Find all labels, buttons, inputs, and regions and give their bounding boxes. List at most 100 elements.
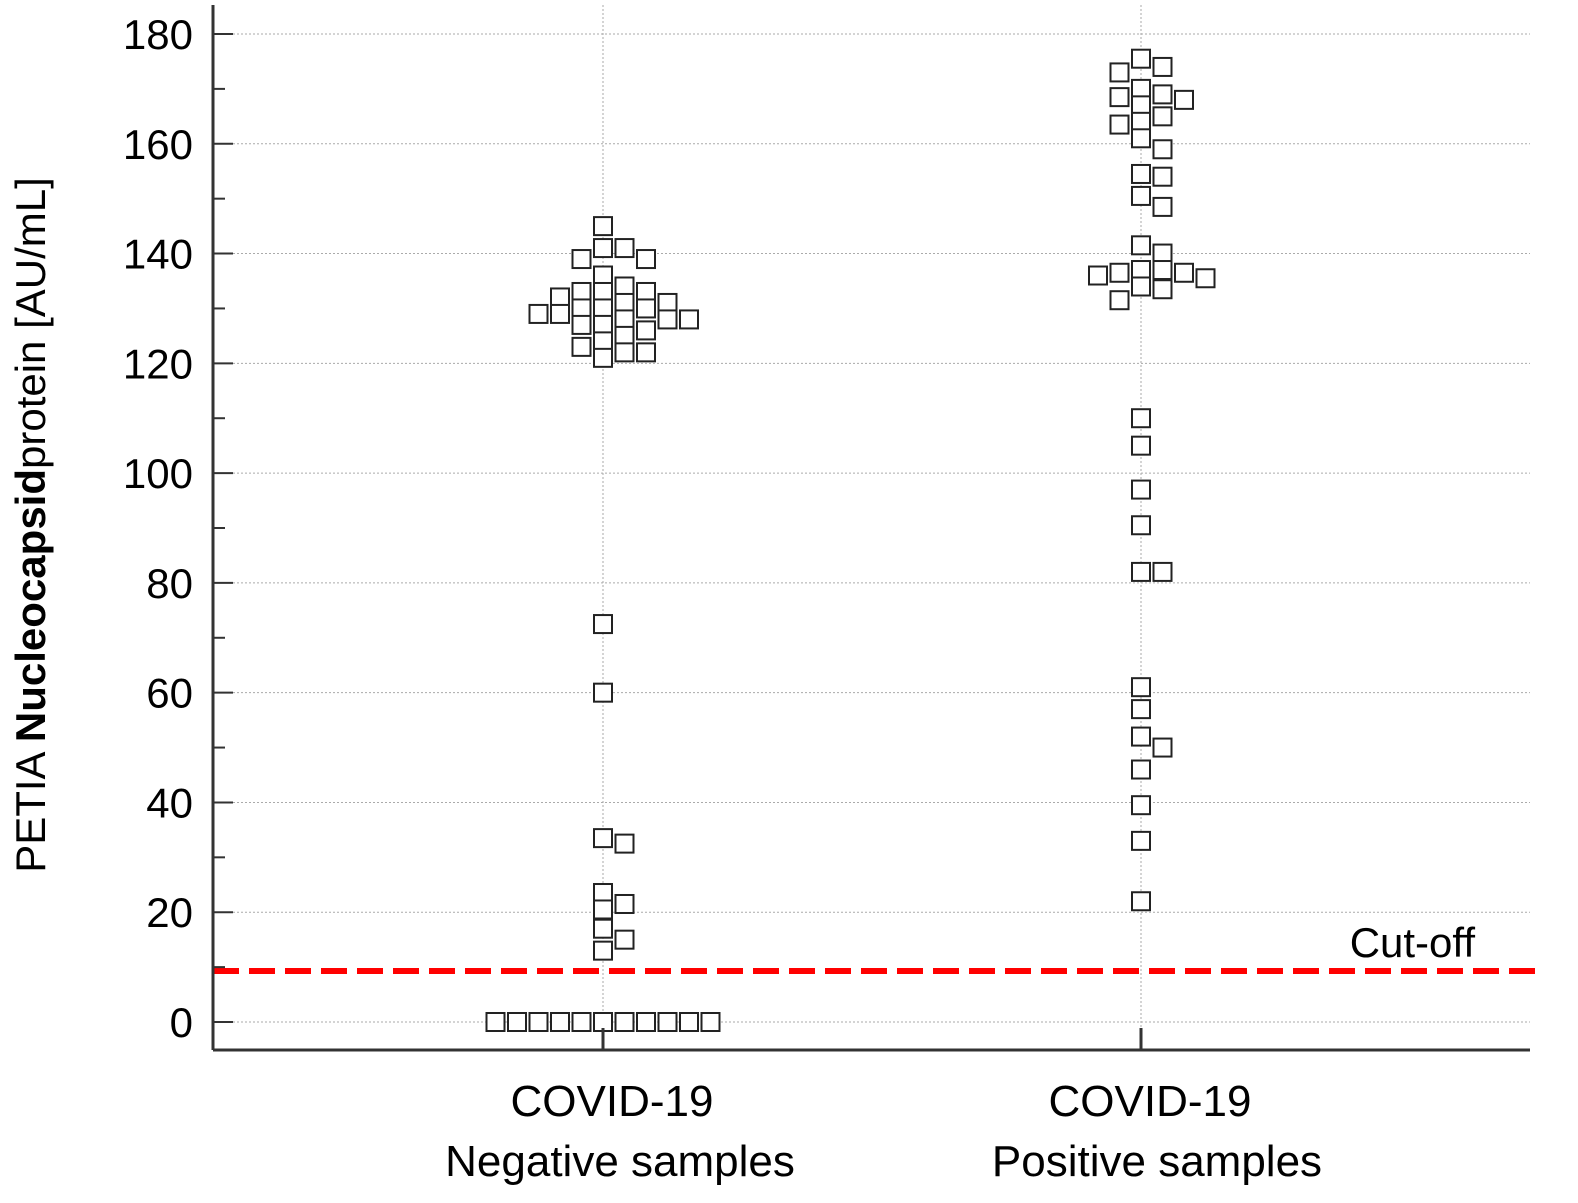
data-point-1-38 xyxy=(1131,759,1151,780)
data-point-1-23 xyxy=(1088,265,1108,286)
data-point-0-34 xyxy=(593,883,613,904)
data-point-0-1 xyxy=(593,238,613,259)
y-tick-label-120: 120 xyxy=(123,340,193,387)
data-point-1-35 xyxy=(1131,699,1151,720)
data-point-0-33 xyxy=(614,833,635,854)
data-point-0-26 xyxy=(571,336,592,357)
data-point-0-2 xyxy=(614,238,635,259)
y-tick-label-80: 80 xyxy=(146,560,193,607)
data-point-0-49 xyxy=(700,1012,721,1032)
data-point-1-37 xyxy=(1152,737,1173,758)
data-point-0-24 xyxy=(614,325,635,346)
data-point-0-35 xyxy=(614,893,635,914)
y-label-part-2: Nucleocapsid xyxy=(7,469,54,742)
data-point-0-41 xyxy=(614,1012,635,1032)
data-point-0-21 xyxy=(593,314,613,335)
data-point-0-47 xyxy=(679,1012,699,1032)
data-point-0-28 xyxy=(636,342,656,363)
data-point-1-13 xyxy=(1131,163,1151,184)
data-point-1-22 xyxy=(1174,262,1194,283)
data-point-0-22 xyxy=(571,314,592,335)
data-point-0-13 xyxy=(593,298,613,319)
data-point-1-11 xyxy=(1131,128,1151,149)
data-point-0-25 xyxy=(593,331,613,352)
data-point-0-31 xyxy=(593,682,613,703)
data-point-1-1 xyxy=(1152,56,1173,77)
data-point-1-28 xyxy=(1131,408,1151,429)
data-point-1-34 xyxy=(1131,677,1151,698)
data-point-0-0 xyxy=(593,216,613,237)
data-point-0-18 xyxy=(614,309,635,330)
data-point-1-24 xyxy=(1195,268,1216,289)
data-point-0-12 xyxy=(657,292,678,313)
x-category-labels: COVID-19 Negative samples COVID-19 Posit… xyxy=(445,1077,1322,1186)
data-point-1-5 xyxy=(1109,87,1130,108)
data-point-1-25 xyxy=(1131,276,1151,297)
data-point-1-6 xyxy=(1174,89,1194,110)
data-point-0-37 xyxy=(593,918,613,939)
grid xyxy=(213,5,1530,1050)
data-point-1-17 xyxy=(1131,235,1151,256)
data-point-0-16 xyxy=(550,303,570,324)
data-point-0-39 xyxy=(593,940,613,961)
data-point-1-19 xyxy=(1131,260,1151,281)
y-label-part-3: protein [AU/mL] xyxy=(7,177,54,469)
data-point-1-2 xyxy=(1109,62,1130,83)
data-point-1-41 xyxy=(1131,891,1151,912)
data-point-0-36 xyxy=(593,899,613,920)
data-point-0-3 xyxy=(571,249,592,270)
data-point-1-32 xyxy=(1131,561,1151,582)
data-point-0-30 xyxy=(593,614,613,635)
cutoff-label: Cut-off xyxy=(1350,919,1476,966)
data-point-0-44 xyxy=(550,1012,570,1032)
x-label-positive-line1: COVID-19 xyxy=(1049,1077,1252,1126)
y-tick-label-20: 20 xyxy=(146,889,193,936)
data-point-1-14 xyxy=(1152,166,1173,187)
y-tick-label-140: 140 xyxy=(123,231,193,278)
data-point-1-7 xyxy=(1131,95,1151,116)
data-point-1-4 xyxy=(1152,84,1173,105)
data-point-1-12 xyxy=(1152,139,1173,160)
data-point-1-18 xyxy=(1152,243,1173,264)
data-point-1-20 xyxy=(1152,260,1173,281)
data-point-0-10 xyxy=(550,287,570,308)
y-tick-label-0: 0 xyxy=(170,999,193,1046)
data-point-0-38 xyxy=(614,929,635,950)
data-point-0-50 xyxy=(485,1012,506,1032)
data-point-1-29 xyxy=(1131,435,1151,456)
data-point-1-31 xyxy=(1131,515,1151,536)
data-point-0-45 xyxy=(657,1012,678,1032)
data-point-1-3 xyxy=(1131,78,1151,99)
data-point-0-19 xyxy=(657,309,678,330)
data-point-0-5 xyxy=(593,265,613,286)
data-point-0-4 xyxy=(636,249,656,270)
data-point-1-0 xyxy=(1131,48,1151,69)
y-tick-label-160: 160 xyxy=(123,121,193,168)
data-point-1-36 xyxy=(1131,726,1151,747)
y-tick-label-180: 180 xyxy=(123,11,193,58)
data-point-0-6 xyxy=(614,276,635,297)
data-point-1-27 xyxy=(1109,290,1130,311)
data-point-0-11 xyxy=(614,292,635,313)
data-point-0-29 xyxy=(593,347,613,368)
data-point-1-15 xyxy=(1131,185,1151,206)
data-point-1-10 xyxy=(1109,114,1130,135)
x-label-negative-line1: COVID-19 xyxy=(511,1077,714,1126)
data-point-1-9 xyxy=(1131,111,1151,132)
y-tick-label-40: 40 xyxy=(146,779,193,826)
x-label-negative-line2: Negative samples xyxy=(445,1137,795,1186)
data-point-0-43 xyxy=(636,1012,656,1032)
y-tick-label-60: 60 xyxy=(146,670,193,717)
data-point-1-21 xyxy=(1109,262,1130,283)
data-point-0-9 xyxy=(636,281,656,302)
x-label-positive-line2: Positive samples xyxy=(992,1137,1322,1186)
data-point-0-7 xyxy=(593,281,613,302)
data-point-0-32 xyxy=(593,828,613,849)
data-point-0-27 xyxy=(614,342,635,363)
data-point-0-23 xyxy=(636,320,656,341)
data-point-0-14 xyxy=(571,298,592,319)
data-point-1-39 xyxy=(1131,795,1151,816)
data-point-0-42 xyxy=(571,1012,592,1032)
y-tick-label-100: 100 xyxy=(123,450,193,497)
